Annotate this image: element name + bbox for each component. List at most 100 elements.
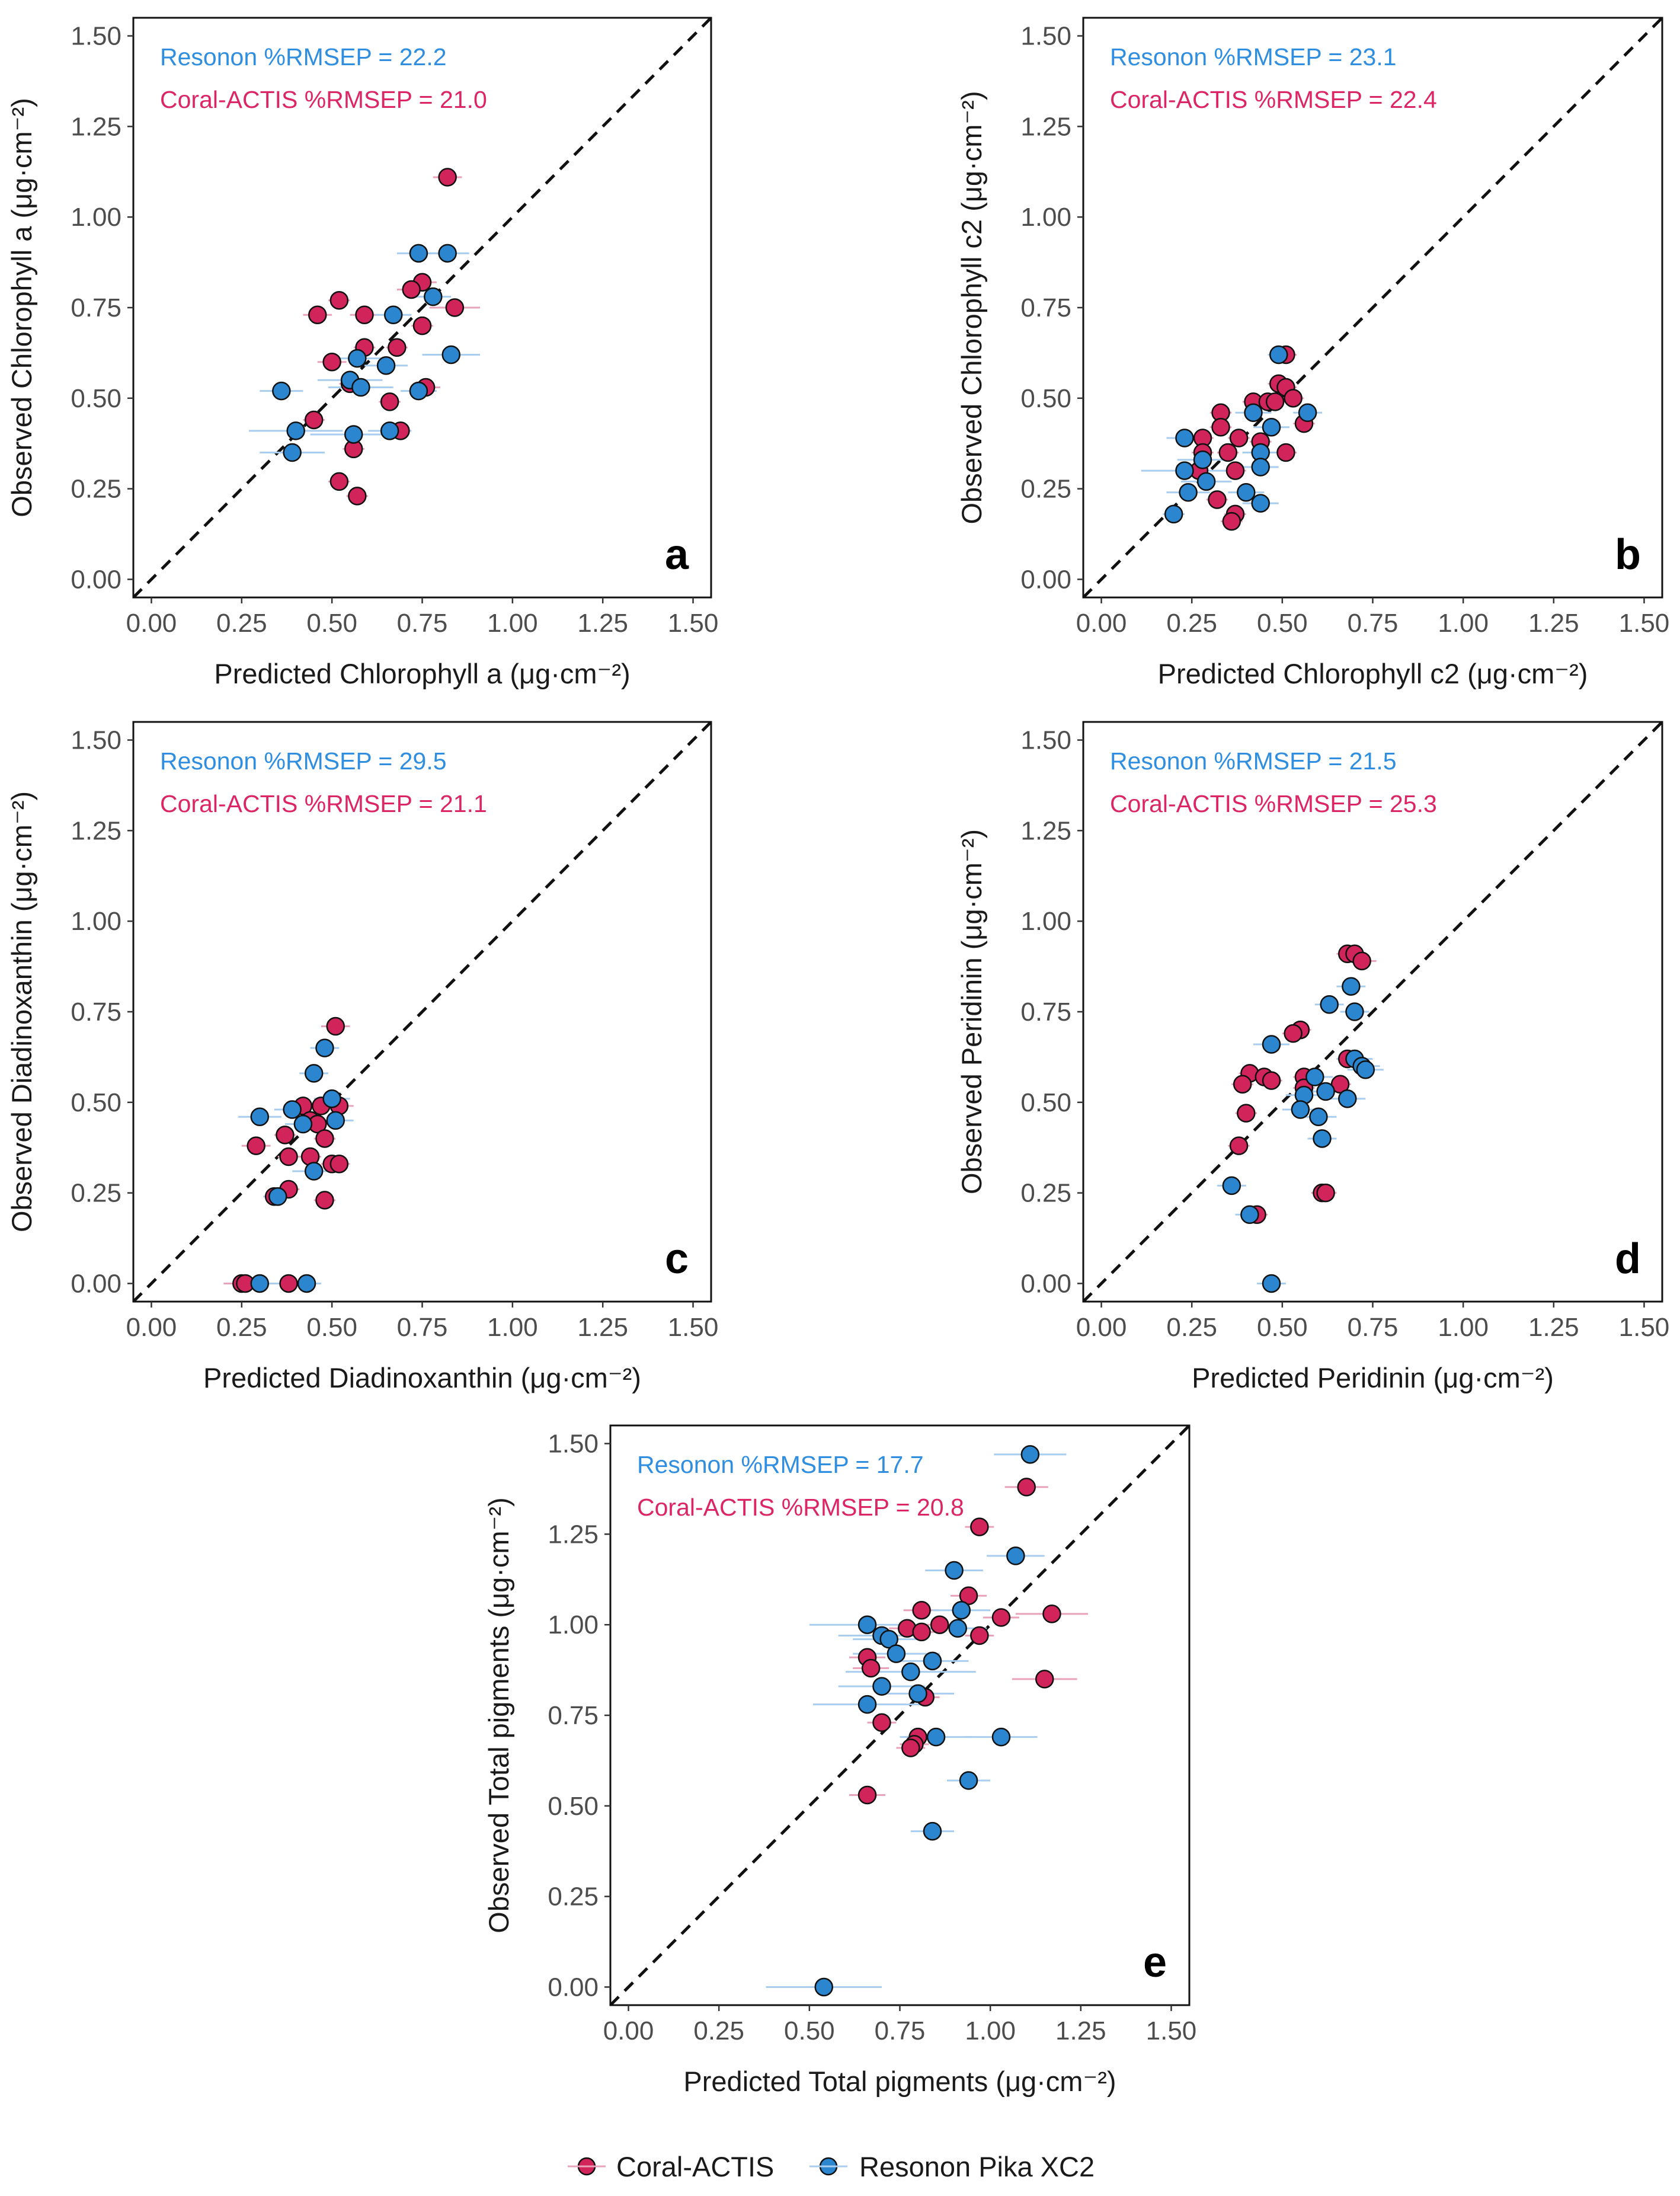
y-tick-label: 1.50 (548, 1430, 599, 1459)
point-coral-actis-14 (872, 1713, 891, 1732)
x-tick-label: 0.25 (1166, 1313, 1217, 1342)
panel-c: 0.000.00 0.25 0.25 0.50 0.50 0.75 0.75 1.00 1.00… (6, 721, 719, 1393)
x-tick-label: 0.50 (1257, 609, 1308, 638)
stat-resonon-rmsep: Resonon %RMSEP = 22.2 (160, 43, 447, 71)
point-resonon-3 (384, 305, 403, 324)
point-resonon-13 (380, 421, 399, 440)
y-tick-label: 0.00 (71, 565, 121, 594)
point-coral-actis-0 (1017, 1478, 1036, 1497)
point-resonon-6 (293, 1114, 313, 1134)
x-tick-label: 0.00 (126, 609, 177, 638)
x-tick-label: 1.25 (1055, 2016, 1106, 2045)
point-resonon-9 (409, 381, 428, 401)
point-coral-actis-7 (315, 1129, 334, 1148)
x-tick-label: 0.00 (126, 1313, 177, 1342)
point-coral-actis-6 (930, 1615, 949, 1634)
point-coral-actis-2 (402, 280, 421, 299)
point-resonon-14 (1222, 1176, 1241, 1196)
x-tick-label: 1.50 (1619, 609, 1670, 638)
y-tick-label: 1.50 (1020, 22, 1071, 51)
plot-area (133, 722, 711, 1302)
point-resonon-6 (1193, 450, 1212, 469)
point-resonon-5 (948, 1619, 967, 1638)
point-resonon-11 (286, 421, 305, 440)
x-tick-label: 0.50 (1257, 1313, 1308, 1342)
panel-letter: b (1615, 531, 1641, 578)
point-resonon-17 (923, 1821, 942, 1841)
y-tick-label: 1.00 (71, 203, 121, 232)
point-coral-actis-15 (1276, 443, 1295, 462)
point-resonon-3 (1262, 1035, 1281, 1054)
point-resonon-5 (326, 1111, 345, 1130)
point-coral-actis-2 (959, 1586, 978, 1606)
x-tick-label: 0.75 (1348, 1313, 1399, 1342)
y-axis-title: Observed Total pigments (μg·cm⁻²) (483, 1497, 514, 1933)
stat-resonon-rmsep: Resonon %RMSEP = 29.5 (160, 747, 447, 775)
point-coral-actis-17 (901, 1738, 920, 1757)
point-coral-actis-4 (308, 305, 327, 324)
point-coral-actis-1 (970, 1517, 989, 1536)
point-coral-actis-10 (322, 352, 341, 372)
x-tick-label: 1.00 (1438, 609, 1489, 638)
point-resonon-9 (1196, 472, 1216, 491)
legend-label-coral-actis: Coral-ACTIS (616, 2151, 774, 2182)
x-tick-label: 1.50 (668, 1313, 719, 1342)
point-resonon-8 (351, 378, 370, 397)
x-tick-label: 1.50 (1619, 1313, 1670, 1342)
x-tick-label: 0.75 (1348, 609, 1399, 638)
point-resonon-6 (1356, 1060, 1375, 1079)
panel-b: 0.000.00 0.25 0.25 0.50 0.50 0.75 0.75 1.00 1.00… (956, 17, 1670, 689)
point-resonon-2 (322, 1089, 341, 1108)
y-tick-label: 1.25 (1020, 816, 1071, 845)
x-tick-label: 0.00 (603, 2016, 654, 2045)
point-resonon-7 (1305, 1067, 1324, 1086)
point-resonon-2 (945, 1561, 964, 1580)
point-resonon-6 (376, 356, 396, 375)
point-coral-actis-12 (329, 1154, 349, 1174)
x-axis-title: Predicted Peridinin (μg·cm⁻²) (1192, 1362, 1554, 1393)
point-resonon-1 (1320, 995, 1339, 1014)
point-coral-actis-8 (912, 1622, 931, 1642)
y-tick-label: 1.25 (1020, 112, 1071, 141)
point-coral-actis-11 (861, 1658, 881, 1678)
point-resonon-16 (1262, 1274, 1281, 1293)
point-resonon-1 (304, 1064, 324, 1083)
point-coral-actis-17 (329, 472, 349, 491)
one-to-one-line (133, 18, 711, 597)
point-resonon-4 (1175, 429, 1194, 447)
x-tick-label: 0.00 (1076, 1313, 1127, 1342)
point-resonon-14 (926, 1727, 946, 1747)
y-tick-label: 1.50 (71, 22, 121, 51)
point-coral-actis-16 (1316, 1183, 1335, 1203)
stat-coral-actis-rmsep: Coral-ACTIS %RMSEP = 21.0 (160, 86, 487, 113)
point-resonon-11 (1237, 482, 1256, 502)
point-resonon-2 (1345, 1002, 1364, 1021)
point-coral-actis-8 (1262, 1071, 1281, 1090)
panel-letter: c (665, 1235, 689, 1283)
y-tick-label: 1.00 (71, 907, 121, 936)
point-resonon-10 (1179, 482, 1198, 502)
point-coral-actis-3 (912, 1600, 931, 1620)
legend: Coral-ACTIS Resonon Pika XC2 (568, 2151, 1095, 2182)
y-axis-title: Observed Peridinin (μg·cm⁻²) (956, 829, 987, 1194)
point-coral-actis-8 (247, 1136, 265, 1155)
y-tick-label: 0.75 (548, 1701, 599, 1730)
x-tick-label: 1.00 (965, 2016, 1016, 2045)
point-coral-actis-18 (1208, 490, 1227, 509)
y-tick-label: 1.00 (1020, 907, 1071, 936)
x-axis-title: Predicted Chlorophyll c2 (μg·cm⁻²) (1158, 658, 1588, 689)
point-coral-actis-5 (1265, 392, 1285, 411)
stat-coral-actis-rmsep: Coral-ACTIS %RMSEP = 20.8 (637, 1494, 964, 1521)
y-tick-label: 0.75 (71, 998, 121, 1027)
x-tick-label: 0.00 (1076, 609, 1127, 638)
point-resonon-8 (1316, 1082, 1335, 1101)
point-resonon-11 (1291, 1100, 1310, 1119)
point-resonon-15 (1240, 1205, 1259, 1225)
x-tick-label: 1.00 (487, 609, 538, 638)
point-resonon-1 (1006, 1546, 1025, 1565)
x-tick-label: 0.25 (216, 1313, 267, 1342)
point-coral-actis-2 (1352, 951, 1371, 971)
plot-area (610, 1425, 1189, 2005)
y-tick-label: 0.00 (1020, 565, 1071, 594)
